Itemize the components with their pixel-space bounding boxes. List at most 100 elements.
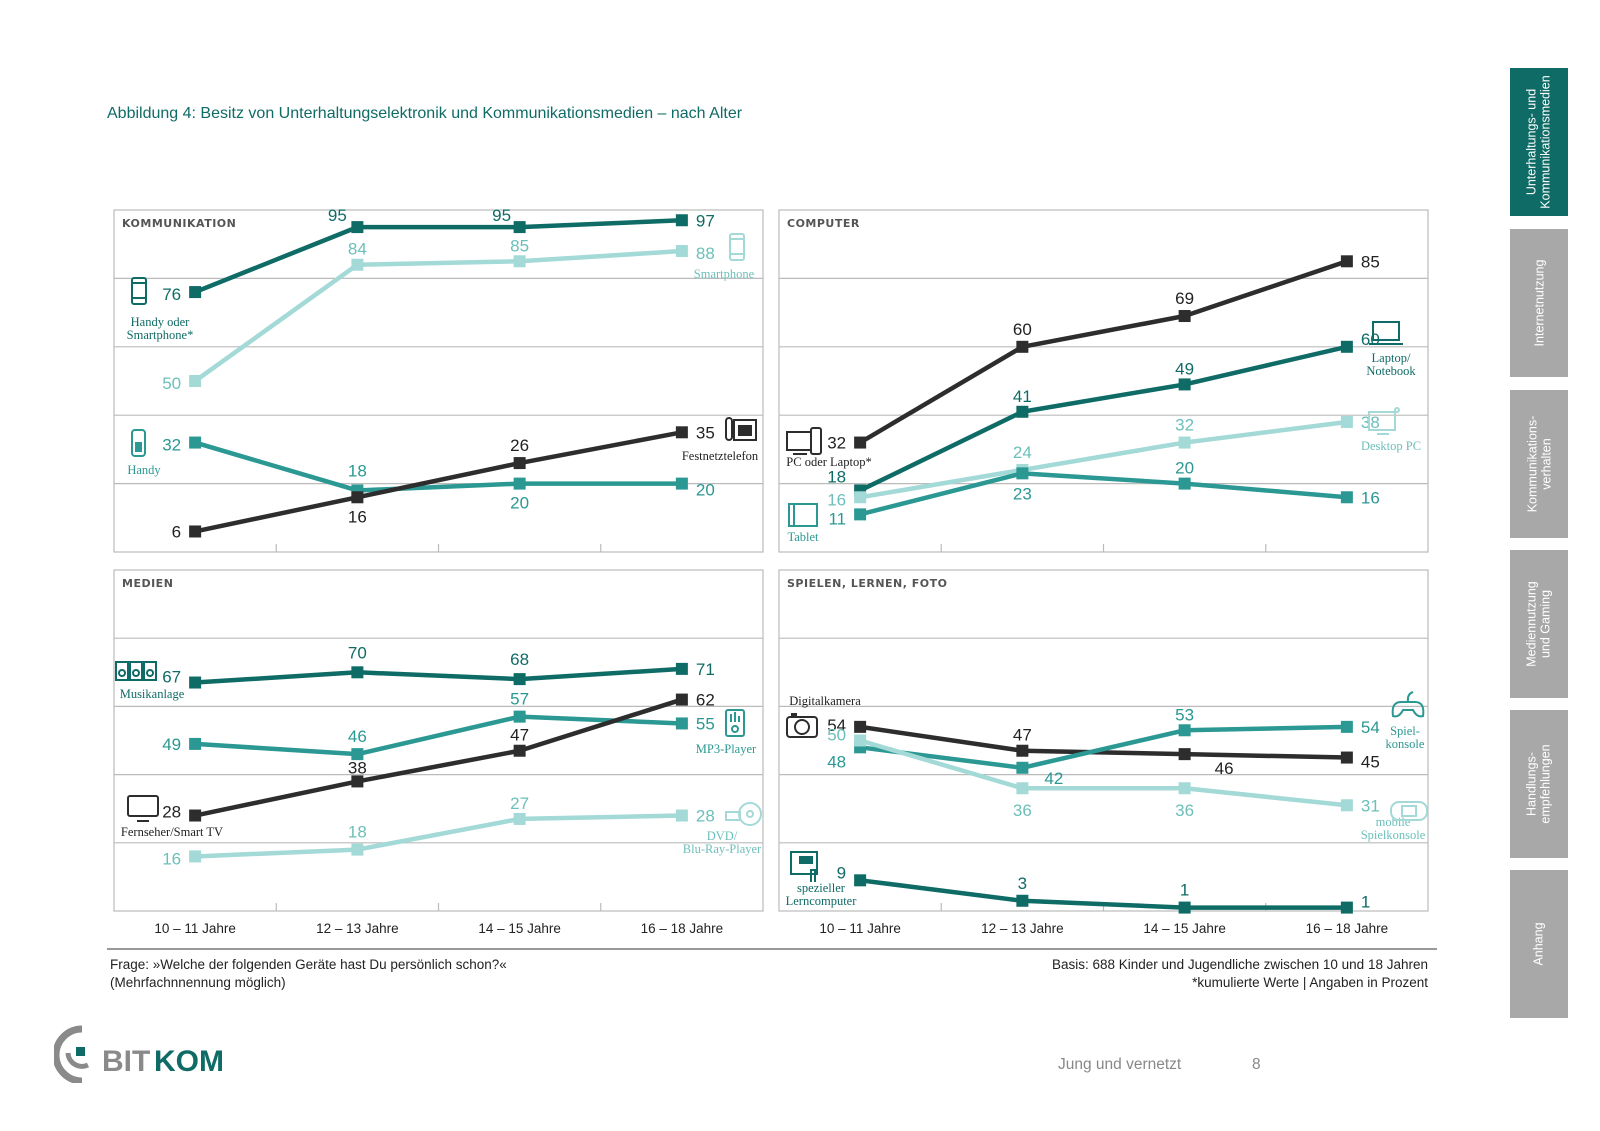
series-line [194,714,682,757]
data-label: 57 [510,690,529,709]
data-label: 23 [1013,484,1032,503]
data-point-marker [1016,467,1029,480]
data-point-marker [351,775,364,788]
series-caption: Desktop PC [1361,439,1421,453]
series-caption: Handy oder [131,315,190,329]
data-label: 46 [348,727,367,746]
data-point-marker [854,491,867,504]
data-point-marker [189,286,202,299]
series-caption: Lerncomputer [786,894,858,908]
data-label: 28 [696,807,715,826]
data-label: 38 [348,758,367,777]
series-caption: Digitalkamera [789,694,861,708]
x-tick-label: 10 – 11 Jahre [819,921,901,936]
data-label: 32 [827,434,846,453]
data-label: 49 [1175,359,1194,378]
question-note: Frage: »Welche der folgenden Geräte hast… [110,956,507,992]
sidebar-tab-kommunikationsverhalten[interactable]: Kommunikations- verhalten [1510,390,1568,538]
series-caption: Blu-Ray-Player [683,842,762,856]
data-point-marker [351,258,364,271]
data-point-marker [513,744,526,757]
series-line [859,724,1347,760]
series-line [859,724,1347,771]
gamepad-icon [1391,691,1425,718]
data-point-marker [351,491,364,504]
sidebar-tab-anhang[interactable]: Anhang [1510,870,1568,1018]
data-point-marker [1178,477,1191,490]
data-point-marker [1178,782,1191,795]
basis-line-1: Basis: 688 Kinder und Jugendliche zwisch… [1051,957,1428,972]
series-mp3-player: 49 46 57 55 MP3-Player [162,690,757,761]
series-pc-oder-laptop-: 32 60 69 85 PC oder Laptop* [786,252,1380,469]
series-caption: Festnetztelefon [682,449,759,463]
series-caption: Smartphone* [127,328,194,342]
x-tick-label: 12 – 13 Jahre [981,921,1064,936]
series-line [193,248,683,383]
series-caption: Spiel- [1390,724,1420,738]
data-label: 97 [696,211,715,230]
sidebar-tab-label: Unterhaltungs- und Kommunikationsmedien [1525,75,1553,209]
series-line [859,471,1348,517]
bitkom-logo: BIT KOM [54,1025,224,1083]
series-caption: MP3-Player [696,742,757,756]
data-point-marker [513,221,526,234]
data-point-marker [1178,310,1191,323]
data-point-marker [675,693,688,706]
mobile-phone-icon [131,277,147,305]
series-spiel-konsole: 48 42 53 54 Spiel-konsole [827,691,1425,788]
data-label: 18 [348,823,367,842]
data-label: 53 [1175,705,1194,724]
data-point-marker [1340,901,1353,914]
data-point-marker [1340,340,1353,353]
data-label: 38 [1361,413,1380,432]
data-label: 36 [1013,801,1032,820]
data-point-marker [675,214,688,227]
data-label: 85 [510,236,529,255]
data-label: 41 [1013,387,1032,406]
data-label: 95 [492,206,511,225]
data-label: 20 [696,481,715,500]
data-label: 16 [827,490,846,509]
smartphone-icon [729,233,745,261]
data-label: 24 [1013,443,1032,462]
series-line [194,218,682,295]
sidebar-tab-internetnutzung[interactable]: Internetnutzung [1510,229,1568,377]
sidebar-tab-handlungsempfehlungen[interactable]: Handlungs- empfehlungen [1510,710,1568,858]
data-label: 3 [1018,874,1027,893]
data-point-marker [189,850,202,863]
series-caption: Spielkonsole [1361,828,1426,842]
sidebar-tab-label: Kommunikations- verhalten [1525,415,1554,513]
series-caption: Fernseher/Smart TV [121,825,223,839]
data-point-marker [854,436,867,449]
data-point-marker [1340,416,1353,429]
data-point-marker [1178,748,1191,761]
data-point-marker [675,809,688,822]
data-label: 45 [1361,753,1380,772]
logo-square-icon [76,1047,85,1056]
series-dvd-blu-ray-player: 16 18 27 28 DVD/Blu-Ray-Player [162,794,762,869]
data-label: 54 [1361,718,1380,737]
data-label: 18 [348,461,367,480]
series-line [194,440,682,493]
data-point-marker [351,221,364,234]
series-line [194,666,683,685]
data-label: 85 [1361,252,1380,271]
desktop-pc-icon [1368,407,1400,435]
data-label: 47 [510,726,529,745]
data-point-marker [675,426,688,439]
footer-divider [107,948,1437,950]
data-point-marker [513,710,526,723]
panel-frame [778,569,1429,912]
logo-arc-icon [54,1025,83,1083]
series-caption: mobile [1376,815,1411,829]
sidebar-tab-mediennutzung[interactable]: Mediennutzung und Gaming [1510,550,1568,698]
data-point-marker [1178,436,1191,449]
x-tick-label: 16 – 18 Jahre [641,921,724,936]
series-smartphone: 50 84 85 88 Smartphone [162,233,755,393]
sidebar-tab-unterhaltungsmedien[interactable]: Unterhaltungs- und Kommunikationsmedien [1510,68,1568,216]
series-tablet: 11 23 20 16 Tablet [787,459,1379,544]
series-caption: Laptop/ [1372,351,1411,365]
data-point-marker [1340,720,1353,733]
